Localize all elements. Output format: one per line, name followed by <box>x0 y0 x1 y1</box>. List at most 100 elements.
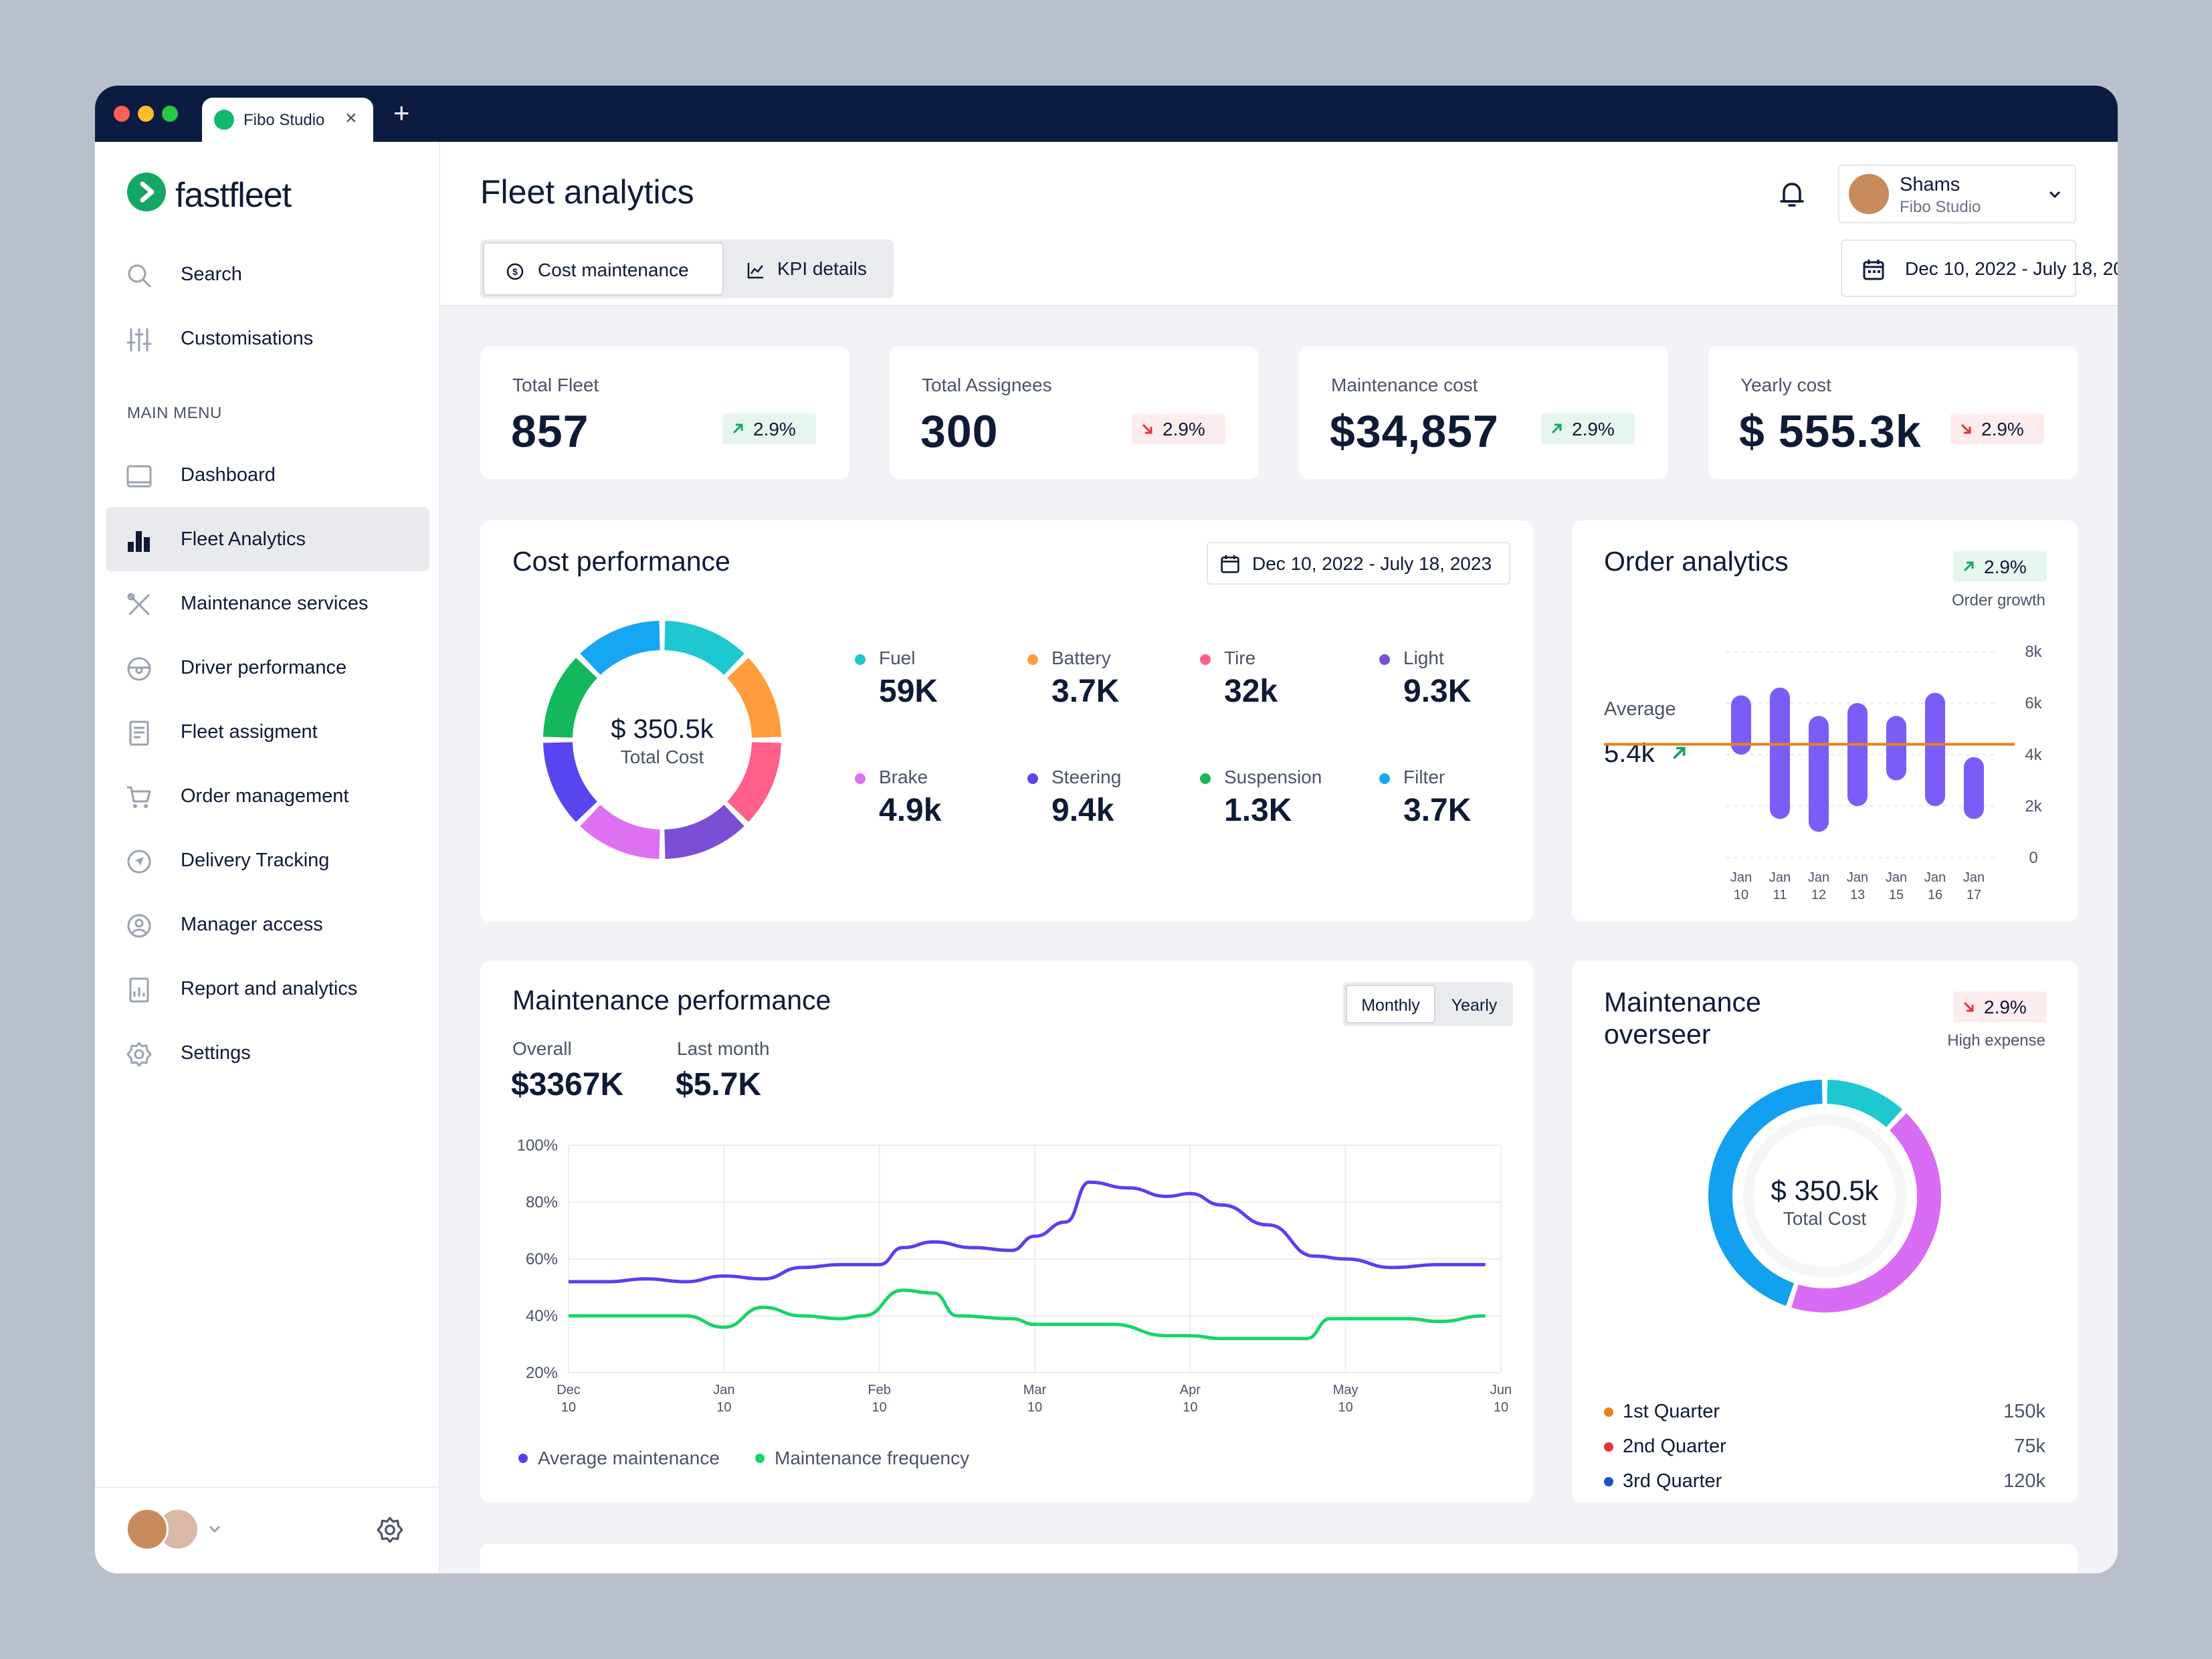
donut-segment-light[interactable] <box>664 804 744 859</box>
tab-cost-maintenance[interactable]: $ Cost maintenance <box>483 242 724 296</box>
sliders-icon <box>126 328 152 352</box>
legend-dot <box>1200 654 1211 665</box>
navigation-icon <box>127 850 151 874</box>
x-tick-label: 10 <box>872 1400 887 1415</box>
sidebar-item-manager-access[interactable]: Manager access <box>106 892 429 957</box>
x-tick-label: 13 <box>1850 888 1865 902</box>
chevron-down-icon[interactable] <box>207 1524 222 1535</box>
range-bar[interactable] <box>1731 695 1751 755</box>
legend-value: 3.7K <box>1051 674 1120 709</box>
legend-dot <box>1604 1442 1613 1452</box>
kpi-card-total-fleet: Total Fleet 857 2.9% <box>480 347 849 479</box>
tab-kpi-details[interactable]: KPI details <box>726 242 891 296</box>
range-bar[interactable] <box>1770 687 1790 819</box>
main-content: Fleet analytics $ Cost maintenance KPI d… <box>440 142 2118 1573</box>
sidebar-search[interactable]: Search <box>106 242 429 306</box>
trend-badge: 2.9% <box>722 413 816 444</box>
legend-label: Tire <box>1224 648 1256 668</box>
donut-segment-tire[interactable] <box>726 741 781 822</box>
card-title: Maintenance performance <box>512 985 831 1015</box>
x-tick-label: Jan <box>1847 870 1868 885</box>
legend-dot <box>855 773 866 784</box>
sidebar-item-order-management[interactable]: Order management <box>106 764 429 828</box>
date-range-picker[interactable]: Dec 10, 2022 - July 18, 2023 <box>1841 239 2118 297</box>
sidebar-customisations[interactable]: Customisations <box>106 306 429 371</box>
user-menu[interactable]: Shams Fibo Studio <box>1838 165 2076 223</box>
legend-value: 4.9k <box>879 793 942 828</box>
trend-value: 2.9% <box>1981 419 2024 440</box>
sidebar-footer <box>95 1486 439 1573</box>
x-tick-label: 17 <box>1967 888 1981 902</box>
gear-icon <box>126 1042 152 1067</box>
x-tick-label: 10 <box>716 1400 731 1415</box>
x-tick-label: 12 <box>1811 888 1826 902</box>
page-title: Fleet analytics <box>480 173 694 211</box>
legend-value: 32k <box>1224 674 1278 709</box>
donut-segment-filter[interactable] <box>580 621 661 676</box>
sidebar-item-delivery-tracking[interactable]: Delivery Tracking <box>106 828 429 892</box>
legend-label: Battery <box>1051 648 1111 668</box>
donut-segment-brake[interactable] <box>580 804 661 859</box>
range-bar[interactable] <box>1886 716 1906 781</box>
card-date-range-picker[interactable]: Dec 10, 2022 - July 18, 2023 <box>1207 542 1510 585</box>
sidebar-item-fleet-analytics[interactable]: Fleet Analytics <box>106 507 429 571</box>
new-tab-button[interactable]: + <box>393 97 410 128</box>
legend-dot <box>855 654 866 665</box>
sidebar-item-settings[interactable]: Settings <box>106 1021 429 1085</box>
legend-value: 9.4k <box>1051 793 1114 828</box>
sidebar-item-fleet-assigment[interactable]: Fleet assigment <box>106 700 429 764</box>
svg-text:$: $ <box>512 266 518 277</box>
dollar-circle-icon: $ <box>506 263 524 280</box>
close-tab-button[interactable]: × <box>345 107 357 129</box>
y-tick-label: 40% <box>526 1307 558 1325</box>
sidebar-item-report-and-analytics[interactable]: Report and analytics <box>106 957 429 1021</box>
page-header: Fleet analytics $ Cost maintenance KPI d… <box>440 142 2118 306</box>
browser-tab[interactable]: Fibo Studio × <box>202 98 373 142</box>
y-tick-label: 0 <box>2029 849 2037 867</box>
order-range-bar-chart: 0 2k 4k 6k 8k Jan 10 Jan 11 Jan 12 Jan 13 Jan 15 Jan 16 J… <box>1604 643 2043 902</box>
y-tick-label: 20% <box>526 1364 558 1382</box>
kpi-card-total-assignees: Total Assignees 300 2.9% <box>890 347 1259 479</box>
quarter-value: 75k <box>2014 1436 2045 1457</box>
donut-segment-blue[interactable] <box>1708 1080 1823 1306</box>
date-range-text: Dec 10, 2022 - July 18, 2023 <box>1905 258 2118 279</box>
close-window-button[interactable] <box>114 106 130 122</box>
sidebar-item-label: Order management <box>181 785 349 807</box>
range-bar[interactable] <box>1925 692 1945 806</box>
cart-icon <box>127 786 151 808</box>
range-bar[interactable] <box>1847 703 1868 806</box>
range-bar[interactable] <box>1964 757 1984 819</box>
donut-segment-suspension[interactable] <box>543 658 598 739</box>
maximize-window-button[interactable] <box>162 106 178 122</box>
settings-icon[interactable] <box>376 1516 404 1544</box>
trend-badge: 2.9% <box>1132 413 1225 444</box>
sidebar-item-label: Delivery Tracking <box>181 850 330 871</box>
range-bar[interactable] <box>1809 716 1829 832</box>
toggle-yearly[interactable]: Yearly <box>1438 985 1510 1023</box>
legend-dot <box>755 1454 765 1463</box>
sidebar-item-driver-performance[interactable]: Driver performance <box>106 636 429 700</box>
donut-segment-fuel[interactable] <box>664 621 744 676</box>
quarter-value: 120k <box>2003 1470 2045 1492</box>
donut-segment-violet[interactable] <box>1791 1113 1941 1312</box>
donut-center-value: $ 350.5k <box>611 714 714 744</box>
sidebar-item-maintenance-services[interactable]: Maintenance services <box>106 571 429 636</box>
arrow-up-right-icon <box>732 423 743 434</box>
legend-dot <box>1379 773 1390 784</box>
bar-chart-icon <box>128 531 150 552</box>
minimize-window-button[interactable] <box>138 106 154 122</box>
bell-icon[interactable] <box>1775 178 1809 211</box>
avatar[interactable] <box>126 1508 169 1551</box>
toggle-monthly[interactable]: Monthly <box>1346 985 1435 1023</box>
x-tick-label: 10 <box>1183 1400 1197 1415</box>
x-tick-label: Jan <box>1886 870 1907 885</box>
period-toggle: Monthly Yearly <box>1343 982 1513 1026</box>
kpi-value: 300 <box>920 406 999 457</box>
tools-icon <box>127 593 150 615</box>
donut-segment-steering[interactable] <box>543 741 598 822</box>
legend-label: Steering <box>1051 767 1122 787</box>
donut-segment-battery[interactable] <box>726 658 781 739</box>
donut-segment-teal[interactable] <box>1826 1080 1902 1128</box>
sidebar-item-dashboard[interactable]: Dashboard <box>106 443 429 507</box>
legend-label: Maintenance frequency <box>775 1448 969 1468</box>
